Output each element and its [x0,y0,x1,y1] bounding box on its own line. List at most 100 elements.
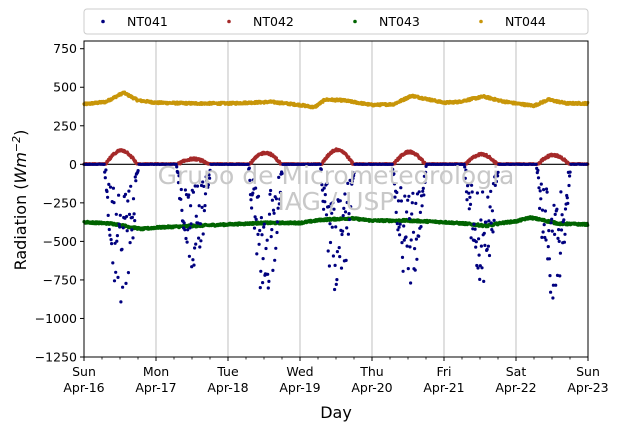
point-nt041-78 [127,189,131,193]
point-nt041-61 [117,222,121,226]
point-nt041-560 [405,210,409,214]
y-axis-title-main: Radiation ( [11,183,30,270]
plot-background [84,41,588,357]
point-nt041-808 [547,257,552,261]
point-nt041-790 [537,186,541,190]
point-nt041-211 [203,192,208,196]
point-nt041-791 [538,206,542,210]
point-nt041-72 [123,192,128,196]
plot-area [84,41,588,357]
point-nt041-299 [254,217,258,221]
point-nt041-833 [562,218,566,222]
point-nt041-75 [125,229,129,233]
y-tick-label-0: 750 [53,41,77,56]
point-nt041-58 [115,234,119,238]
point-nt041-440 [335,250,339,254]
point-nt041-443 [337,246,341,250]
y-tick-label-6: −750 [43,272,77,287]
point-nt041-568 [409,238,413,242]
point-nt041-554 [401,269,405,273]
point-nt041-179 [185,240,189,244]
point-nt041-40 [105,189,109,194]
point-nt041-175 [183,228,187,232]
point-nt041-46 [108,185,113,189]
point-nt041-705 [488,205,492,209]
point-nt041-168 [179,197,183,201]
point-nt041-799 [542,223,546,227]
point-nt041-570 [410,201,414,205]
point-nt041-704 [487,253,492,258]
point-nt041-810 [549,290,553,294]
point-nt041-698 [484,220,488,224]
point-nt041-182 [187,193,191,197]
point-nt041-827 [558,251,563,255]
point-nt041-447 [339,266,344,270]
point-nt041-585 [419,225,423,229]
point-nt041-455 [344,258,348,262]
point-nt041-185 [189,204,193,208]
point-nt041-190 [191,190,195,194]
point-nt041-195 [194,214,198,218]
point-nt041-59 [116,275,120,279]
point-nt041-184 [188,226,192,230]
point-nt041-571 [411,191,415,195]
point-nt041-792 [538,189,542,193]
y-tick-label-7: −1000 [35,311,77,326]
point-nt041-37 [103,176,107,180]
point-nt041-313 [262,222,266,226]
point-nt041-576 [414,201,418,205]
point-nt041-804 [545,190,549,194]
point-nt041-843 [568,174,572,178]
point-nt041-836 [563,207,568,211]
point-nt041-807 [547,229,551,233]
point-nt041-559 [404,235,408,239]
point-nt041-687 [478,277,482,281]
point-nt041-587 [420,204,424,208]
point-nt041-303 [256,194,261,198]
point-nt041-796 [540,208,545,212]
point-nt041-210 [203,204,207,208]
point-nt041-690 [479,244,483,248]
x-tick-day-3: Wed [286,364,313,379]
point-nt041-439 [335,278,339,282]
point-nt041-330 [272,211,276,215]
point-nt041-80 [128,241,132,245]
point-nt041-436 [333,263,337,267]
point-nt041-428 [328,240,333,245]
point-nt041-201 [198,245,202,249]
point-nt041-448 [340,232,344,237]
point-nt041-588 [421,189,425,193]
point-nt041-205 [200,205,204,209]
point-nt041-551 [399,199,403,203]
point-nt041-51 [111,186,115,190]
point-nt041-680 [474,245,478,249]
point-nt041-459 [346,232,350,236]
point-nt041-700 [485,247,489,251]
point-nt041-444 [338,255,342,259]
point-nt041-319 [266,272,270,276]
x-tick-date-2: Apr-18 [207,380,248,395]
y-axis-title-unit: Wm [11,152,30,183]
point-nt041-427 [328,222,332,226]
point-nt041-35 [102,162,106,166]
point-nt041-63 [118,213,122,217]
point-nt041-456 [345,226,349,230]
point-nt041-73 [124,281,128,285]
point-nt041-548 [398,233,402,237]
point-nt041-710 [491,230,495,234]
point-nt041-55 [114,270,118,274]
x-tick-day-2: Tue [216,364,239,379]
y-tick-label-2: 250 [53,118,77,133]
point-nt041-552 [400,241,404,245]
point-nt041-300 [255,252,259,256]
point-nt041-809 [548,274,552,278]
point-nt041-68 [121,226,125,230]
legend-marker-nt043 [353,19,357,24]
point-nt041-802 [544,238,548,242]
point-nt041-798 [542,188,546,192]
point-nt041-183 [187,254,191,258]
point-nt041-329 [271,208,276,212]
legend-label-nt044: NT044 [505,14,546,29]
point-nt041-565 [407,217,411,221]
point-nt041-828 [559,190,563,194]
